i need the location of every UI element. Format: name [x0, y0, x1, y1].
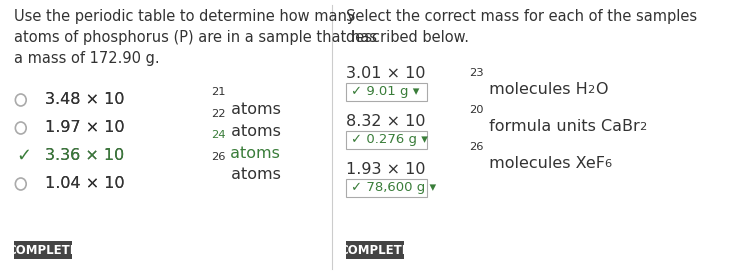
Text: Use the periodic table to determine how many
atoms of phosphorus (P) are in a sa: Use the periodic table to determine how …: [13, 9, 377, 66]
Text: 8.32 × 10: 8.32 × 10: [345, 115, 425, 130]
Text: ✓ 0.276 g ▾: ✓ 0.276 g ▾: [351, 133, 428, 147]
Text: 20: 20: [469, 105, 484, 115]
Text: ✓ 78,600 g ▾: ✓ 78,600 g ▾: [351, 181, 436, 195]
Text: atoms: atoms: [226, 102, 281, 117]
FancyBboxPatch shape: [345, 241, 404, 259]
Text: 26: 26: [469, 142, 484, 152]
Text: ✓ 9.01 g ▾: ✓ 9.01 g ▾: [351, 85, 420, 98]
Text: 3.36 × 10: 3.36 × 10: [45, 149, 124, 164]
Text: 22: 22: [211, 109, 226, 119]
Text: 1.97 × 10: 1.97 × 10: [45, 121, 125, 136]
Text: ✓: ✓: [16, 147, 31, 165]
Text: molecules XeF: molecules XeF: [484, 156, 605, 171]
Text: 1.04 × 10: 1.04 × 10: [45, 176, 125, 192]
Text: COMPLETE: COMPLETE: [340, 244, 410, 256]
Text: 3.48 × 10: 3.48 × 10: [45, 93, 125, 107]
Text: 1.04 × 10: 1.04 × 10: [45, 176, 125, 192]
Text: 1.97 × 10: 1.97 × 10: [45, 121, 125, 136]
Text: 3.01 × 10: 3.01 × 10: [345, 67, 425, 81]
Text: 3.36 × 10: 3.36 × 10: [45, 149, 124, 164]
Text: atoms: atoms: [226, 167, 281, 182]
FancyBboxPatch shape: [345, 179, 427, 197]
Text: 6: 6: [605, 159, 611, 169]
Text: 21: 21: [211, 87, 226, 97]
Text: 2: 2: [588, 85, 594, 95]
Text: 1.93 × 10: 1.93 × 10: [345, 162, 425, 178]
Text: 2: 2: [639, 122, 646, 132]
Text: atoms: atoms: [225, 145, 280, 161]
FancyBboxPatch shape: [345, 83, 427, 101]
Text: 26: 26: [211, 152, 226, 162]
Text: O: O: [594, 82, 607, 97]
Text: Select the correct mass for each of the samples
described below.: Select the correct mass for each of the …: [345, 9, 697, 45]
Text: 24: 24: [211, 130, 225, 140]
Text: formula units CaBr: formula units CaBr: [484, 119, 639, 134]
Text: molecules H: molecules H: [484, 82, 588, 97]
Text: 3.48 × 10: 3.48 × 10: [45, 93, 125, 107]
Text: 23: 23: [469, 68, 484, 78]
FancyBboxPatch shape: [345, 131, 427, 149]
Text: COMPLETE: COMPLETE: [7, 244, 78, 256]
FancyBboxPatch shape: [13, 241, 72, 259]
Text: atoms: atoms: [226, 124, 281, 139]
